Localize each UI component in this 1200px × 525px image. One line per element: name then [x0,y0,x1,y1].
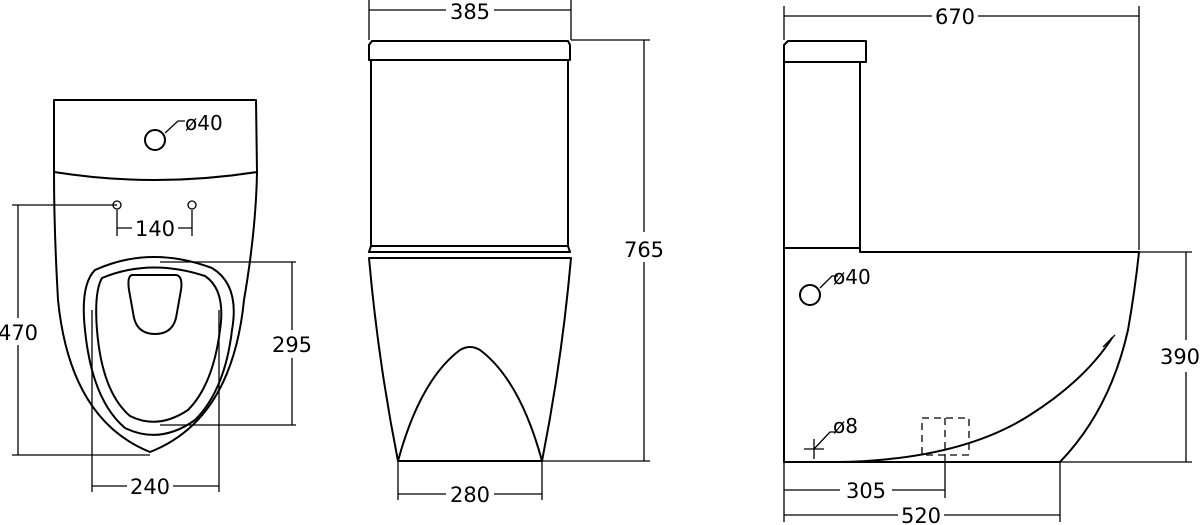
dim-140-extension-lines [116,210,193,236]
dim-385-extension-lines [368,0,572,40]
side-view-hole-leader [819,275,838,289]
front-view-tank [370,59,569,247]
dim-280-label: 280 [450,483,490,507]
dim-385-label: 385 [450,0,490,24]
dim-470-extension-lines [12,204,150,456]
side-view-trapway [837,337,1113,463]
side-view-seat-line [859,247,1140,253]
side-view-small-hole-leader [813,431,836,450]
side-view-lid [783,40,867,63]
dim-765-label: 765 [624,238,664,262]
side-view: ø40 ø8 670 390 305 520 [783,5,1200,525]
dim-305-label: 305 [846,479,886,503]
side-view-outlet-dashed [921,417,970,456]
dim-295-extension-lines [160,261,296,426]
dim-240-label: 240 [130,475,170,499]
side-view-tank [783,61,861,249]
side-view-body-hole [799,284,821,306]
side-view-small-hole-label: ø8 [833,414,858,438]
top-view-hole-leader [164,120,185,134]
top-view-tank [53,99,258,181]
top-view-bowl [53,171,258,453]
dim-670-label: 670 [935,5,975,29]
dim-520-label: 520 [901,504,941,525]
side-view-hole-label: ø40 [833,265,871,289]
top-view-hole-label: ø40 [185,111,223,135]
dim-140-label: 140 [135,217,175,241]
top-view-seat-outer [82,256,235,436]
side-view-body [783,247,1140,463]
front-view-arch [397,346,543,462]
top-view-water-area [127,274,183,335]
front-view-lid [368,40,571,61]
front-view-body [368,257,572,462]
dim-390-extension-lines [1060,251,1192,463]
top-view: ø40 140 470 295 240 [0,99,312,499]
side-view-trapway-end [1102,334,1116,348]
right-fixing-hole [187,200,197,210]
top-view-seat-inner [95,266,223,423]
dim-670-extension-lines [783,6,1140,250]
dim-295-label: 295 [272,333,312,357]
dim-765-extension-lines [543,39,650,462]
top-view-tank-hole [144,129,166,151]
front-view-tank-joint [368,245,571,253]
dim-240-extension-lines [91,310,220,492]
dim-305-extension-lines [783,462,946,522]
front-view: 385 765 280 [368,0,664,507]
dim-470-label: 470 [0,321,38,345]
dim-390-label: 390 [1160,345,1200,369]
